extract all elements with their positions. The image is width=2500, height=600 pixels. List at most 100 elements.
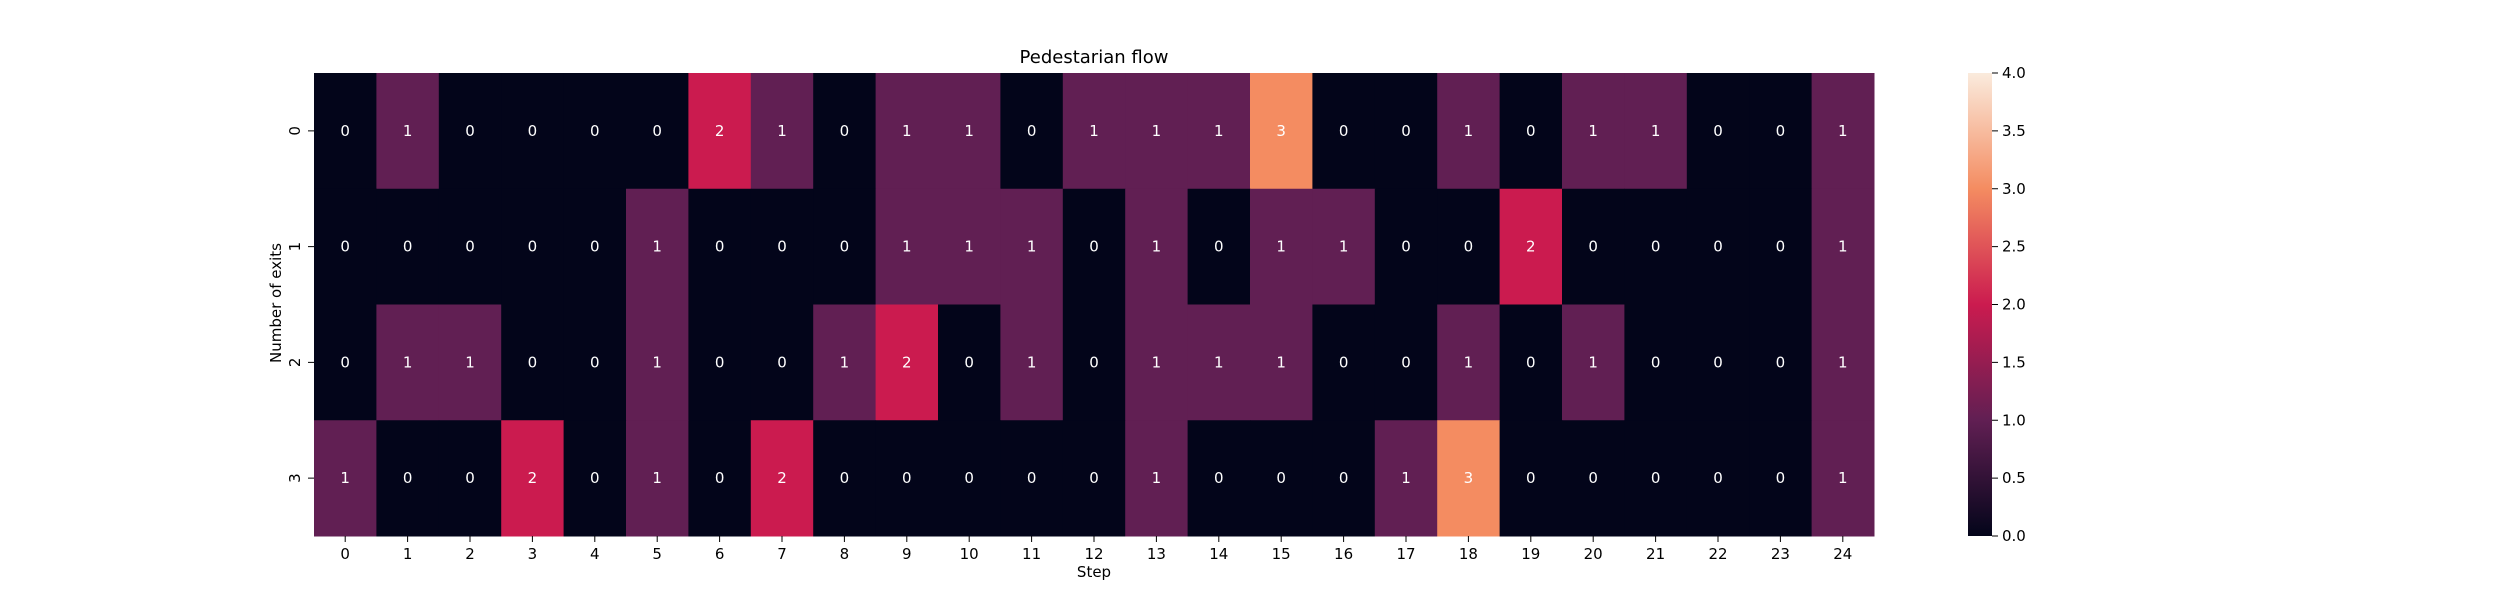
cell-label-r3-c15: 0	[1276, 469, 1286, 487]
cell-label-r3-c12: 0	[1089, 469, 1099, 487]
x-axis-ticks: 0 1 2 3 4 5 6 7 8 9 10 11 12 13 14 15 16 17 18 19 20 21 22 23 24	[340, 536, 1852, 563]
cell-label-r1-c22: 0	[1713, 238, 1723, 256]
heatmap-cell-r1-c7	[750, 188, 814, 305]
heatmap-cell-r2-c15	[1250, 304, 1313, 421]
cell-label-r1-c3: 0	[528, 238, 538, 256]
cell-label-r1-c20: 0	[1588, 238, 1598, 256]
cell-label-r2-c6: 0	[715, 353, 725, 371]
heatmap-cell-r1-c10	[938, 188, 1001, 305]
cell-label-r0-c20: 1	[1588, 122, 1598, 140]
heatmap-cell-r2-c9	[875, 304, 939, 421]
cell-label-r2-c14: 1	[1214, 353, 1224, 371]
cell-label-r1-c15: 1	[1276, 238, 1286, 256]
heatmap-cell-r3-c15	[1250, 420, 1313, 537]
cell-label-r3-c3: 2	[528, 469, 538, 487]
cell-label-r0-c4: 0	[590, 122, 600, 140]
cell-label-r2-c0: 0	[340, 353, 350, 371]
heatmap-cell-r0-c18	[1437, 73, 1501, 190]
heatmap-cell-r1-c17	[1374, 188, 1438, 305]
x-tick-label-15: 15	[1272, 545, 1291, 563]
cell-label-r0-c6: 2	[715, 122, 725, 140]
x-tick-label-9: 9	[902, 545, 912, 563]
cell-label-r2-c13: 1	[1152, 353, 1162, 371]
cell-label-r0-c8: 0	[840, 122, 850, 140]
heatmap-cell-r3-c0	[314, 420, 377, 537]
heatmap-cell-r1-c1	[376, 188, 440, 305]
cell-label-r2-c10: 0	[964, 353, 974, 371]
colorbar-tick-label-8: 4.0	[2002, 64, 2026, 82]
cell-label-r2-c3: 0	[528, 353, 538, 371]
heatmap-cell-r3-c13	[1125, 420, 1189, 537]
heatmap-cell-r1-c6	[688, 188, 752, 305]
cell-label-r3-c16: 0	[1339, 469, 1349, 487]
cell-label-r2-c4: 0	[590, 353, 600, 371]
cell-label-r2-c7: 0	[777, 353, 787, 371]
x-tick-label-6: 6	[715, 545, 725, 563]
heatmap-cell-r1-c4	[563, 188, 627, 305]
cell-label-r3-c24: 1	[1838, 469, 1848, 487]
heatmap-cell-r2-c19	[1499, 304, 1563, 421]
cell-label-r3-c1: 0	[403, 469, 413, 487]
heatmap-cell-r3-c12	[1062, 420, 1126, 537]
heatmap-cell-r0-c12	[1062, 73, 1126, 190]
cell-label-r1-c5: 1	[652, 238, 662, 256]
colorbar-tick-label-7: 3.5	[2002, 122, 2026, 140]
heatmap-cell-r3-c3	[501, 420, 565, 537]
heatmap-cell-r2-c24	[1811, 304, 1875, 421]
cell-label-r1-c9: 1	[902, 238, 912, 256]
cell-label-r2-c9: 2	[902, 353, 912, 371]
heatmap-cell-r0-c1	[376, 73, 440, 190]
cell-label-r0-c18: 1	[1464, 122, 1474, 140]
x-tick-label-14: 14	[1209, 545, 1228, 563]
heatmap-cell-r2-c23	[1749, 304, 1813, 421]
heatmap-cell-r3-c23	[1749, 420, 1813, 537]
cell-label-r3-c21: 0	[1651, 469, 1661, 487]
cell-label-r2-c23: 0	[1776, 353, 1786, 371]
x-tick-label-5: 5	[652, 545, 662, 563]
colorbar-tick-label-1: 0.5	[2002, 469, 2026, 487]
cell-label-r0-c13: 1	[1152, 122, 1162, 140]
x-tick-label-4: 4	[590, 545, 600, 563]
heatmap-cell-r1-c5	[626, 188, 689, 305]
x-tick-label-2: 2	[465, 545, 475, 563]
cell-label-r0-c22: 0	[1713, 122, 1723, 140]
cell-label-r1-c18: 0	[1464, 238, 1474, 256]
heatmap-cell-r3-c9	[875, 420, 939, 537]
heatmap-cell-r0-c15	[1250, 73, 1313, 190]
heatmap-cell-r1-c2	[438, 188, 502, 305]
cell-label-r1-c0: 0	[340, 238, 350, 256]
cell-label-r0-c3: 0	[528, 122, 538, 140]
cell-label-r0-c15: 3	[1276, 122, 1286, 140]
x-tick-label-10: 10	[960, 545, 979, 563]
x-tick-label-7: 7	[777, 545, 787, 563]
heatmap-cell-r2-c8	[813, 304, 877, 421]
heatmap-cell-r2-c1	[376, 304, 440, 421]
heatmap-cell-r0-c23	[1749, 73, 1813, 190]
heatmap-cell-r1-c11	[1000, 188, 1064, 305]
heatmap-cell-r3-c22	[1686, 420, 1750, 537]
heatmap-cell-r3-c4	[563, 420, 627, 537]
heatmap-cell-r1-c0	[314, 188, 377, 305]
cell-label-r3-c22: 0	[1713, 469, 1723, 487]
x-tick-label-22: 22	[1708, 545, 1727, 563]
x-tick-label-21: 21	[1646, 545, 1665, 563]
heatmap-cell-r0-c21	[1624, 73, 1688, 190]
cell-label-r3-c2: 0	[465, 469, 475, 487]
cell-label-r1-c21: 0	[1651, 238, 1661, 256]
cell-label-r3-c11: 0	[1027, 469, 1037, 487]
heatmap-cell-r3-c17	[1374, 420, 1438, 537]
heatmap-cell-r2-c22	[1686, 304, 1750, 421]
y-axis-ticks: 0 1 2 3	[286, 126, 314, 483]
cell-label-r0-c2: 0	[465, 122, 475, 140]
heatmap-cell-r3-c21	[1624, 420, 1688, 537]
y-axis-label: Number of exits	[267, 243, 285, 363]
cell-label-r1-c12: 0	[1089, 238, 1099, 256]
cell-label-r3-c7: 2	[777, 469, 787, 487]
heatmap-cell-r0-c20	[1562, 73, 1625, 190]
cell-label-r3-c10: 0	[964, 469, 974, 487]
cell-label-r0-c16: 0	[1339, 122, 1349, 140]
heatmap-cell-r2-c11	[1000, 304, 1064, 421]
heatmap-cell-r1-c21	[1624, 188, 1688, 305]
x-tick-label-3: 3	[528, 545, 538, 563]
